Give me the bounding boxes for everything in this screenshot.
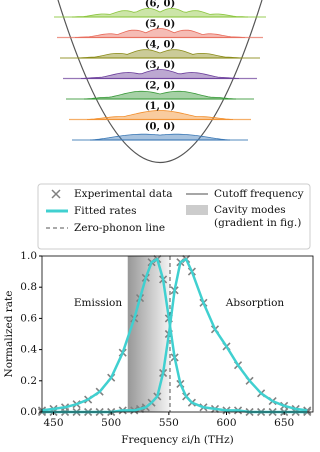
mode-shape — [77, 49, 243, 59]
mode-label: (2, 0) — [145, 81, 175, 92]
mode-shape — [80, 69, 240, 79]
y-tick-label: 0.8 — [20, 281, 37, 293]
mode-shape — [83, 90, 237, 100]
y-tick-label: 0.2 — [20, 375, 37, 387]
legend-text: Cutoff frequency — [214, 188, 304, 200]
mode-label: (3, 0) — [145, 60, 175, 71]
plot-frame — [41, 255, 314, 413]
x-tick-label: 600 — [216, 417, 236, 429]
mode-label: (1, 0) — [145, 101, 175, 112]
x-tick-label: 450 — [44, 417, 64, 429]
annotation: Emission — [74, 297, 122, 309]
legend-text: Fitted rates — [74, 205, 136, 217]
y-tick-label: 0.6 — [20, 312, 37, 324]
mode-shape — [74, 28, 246, 38]
x-axis-label: Frequency εi/h (THz) — [121, 434, 233, 446]
mode-shape — [71, 7, 249, 18]
y-tick-label: 0.0 — [20, 406, 37, 418]
mode-label: (4, 0) — [145, 40, 175, 51]
x-tick-label: 650 — [274, 417, 294, 429]
mode-label: (0, 0) — [145, 122, 175, 133]
y-tick-label: 0.4 — [20, 344, 37, 356]
mode-shape — [89, 133, 231, 141]
legend-text: Zero-phonon line — [74, 222, 165, 234]
legend-box — [37, 183, 311, 250]
fit-line — [41, 257, 308, 414]
legend-marker — [51, 189, 61, 199]
annotation: Absorption — [225, 297, 285, 309]
legend-text: Experimental data — [74, 188, 172, 200]
legend-text: Cavity modes — [214, 204, 286, 216]
mode-label: (5, 0) — [145, 19, 175, 30]
x-tick-label: 500 — [101, 417, 121, 429]
legend-text: (gradient in fig.) — [214, 217, 301, 229]
potential — [57, 0, 263, 163]
y-tick-label: 1.0 — [20, 250, 37, 262]
x-tick-label: 550 — [159, 417, 179, 429]
fit-line — [42, 257, 308, 414]
y-axis-label: Normalized rate — [3, 291, 15, 378]
mode-shape — [86, 110, 234, 120]
mode-label: (6, 0) — [145, 0, 175, 10]
legend-patch — [186, 205, 208, 215]
